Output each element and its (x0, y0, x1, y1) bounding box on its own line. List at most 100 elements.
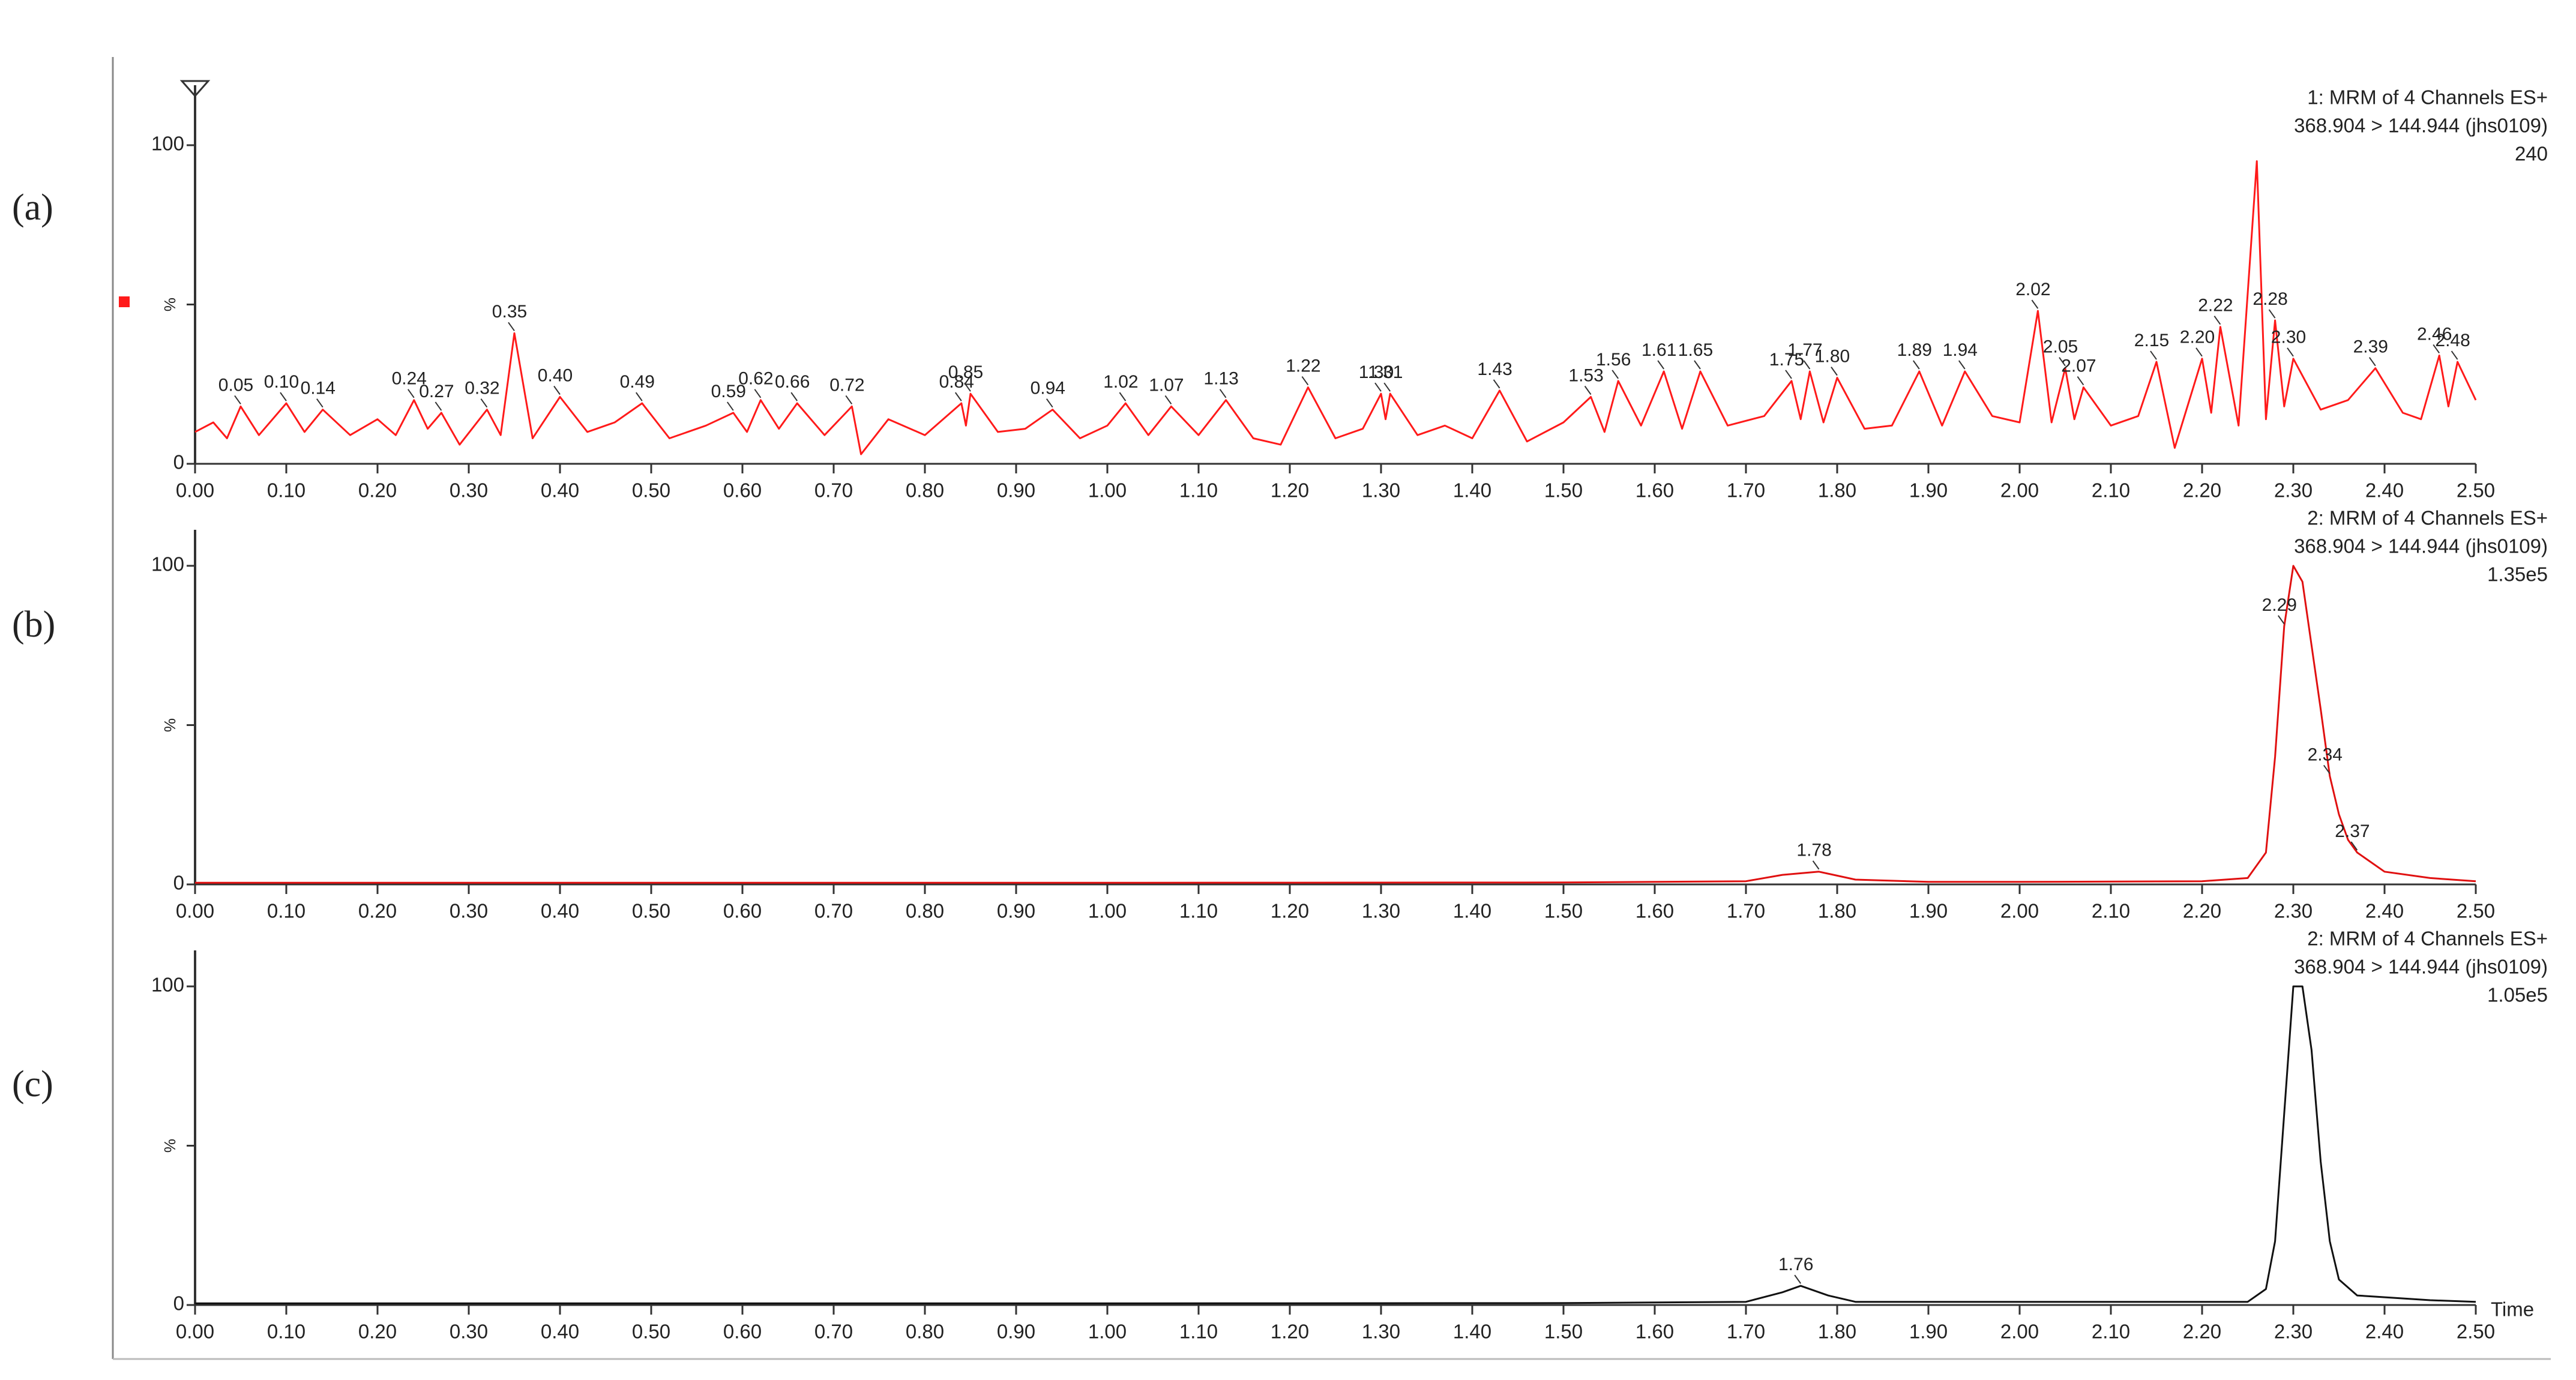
x-tick-label: 1.00 (1088, 1321, 1127, 1343)
peak-leader (726, 401, 734, 411)
peak-leader (2287, 347, 2294, 357)
peak-leader (1785, 370, 1792, 379)
x-tick-label: 1.60 (1636, 900, 1674, 922)
peak-label: 1.61 (1642, 340, 1676, 360)
peak-leader (1612, 370, 1619, 379)
peak-label: 0.49 (620, 372, 655, 392)
peak-label: 1.13 (1203, 369, 1238, 389)
peak-label: 1.89 (1897, 340, 1932, 360)
peak-label: 1.76 (1778, 1255, 1813, 1274)
peak-leader (2077, 376, 2084, 386)
x-tick-label: 0.40 (541, 479, 579, 502)
x-tick-label: 1.80 (1818, 1321, 1856, 1343)
peak-leader (553, 385, 561, 395)
x-tick-label: 1.00 (1088, 479, 1127, 502)
peak-leader (2277, 615, 2285, 625)
peak-label: 0.94 (1031, 379, 1065, 398)
x-tick-label: 0.40 (541, 1321, 579, 1343)
x-tick-label: 1.20 (1271, 479, 1309, 502)
x-tick-label: 1.30 (1362, 900, 1400, 922)
trace-header: 368.904 > 144.944 (jhs0109) (2294, 535, 2548, 557)
peak-label: 2.28 (2252, 289, 2287, 309)
peak-leader (2195, 347, 2203, 357)
x-tick-label: 0.90 (997, 479, 1035, 502)
x-tick-label: 2.10 (2092, 1321, 2130, 1343)
x-tick-label: 0.60 (723, 900, 762, 922)
peak-label: 1.02 (1103, 372, 1138, 392)
x-tick-label: 0.40 (541, 900, 579, 922)
y-axis-label: % (161, 1139, 179, 1153)
x-tick-label: 1.60 (1636, 479, 1674, 502)
peak-label: 1.80 (1815, 347, 1850, 367)
peak-leader (1958, 360, 1966, 370)
x-tick-label: 0.20 (358, 900, 397, 922)
peak-leader (1301, 376, 1309, 386)
x-tick-label: 2.50 (2457, 1321, 2495, 1343)
x-tick-label: 2.10 (2092, 479, 2130, 502)
peak-label: 1.75 (1769, 350, 1804, 370)
peak-leader (2268, 309, 2276, 319)
x-tick-label: 1.10 (1179, 900, 1218, 922)
x-tick-label: 2.50 (2457, 479, 2495, 502)
peak-leader (316, 398, 324, 408)
y-tick-label: 0 (173, 872, 184, 894)
peak-leader (480, 398, 488, 408)
x-tick-label: 1.20 (1271, 1321, 1309, 1343)
trace (195, 985, 2476, 1304)
peak-label: 0.85 (948, 362, 983, 382)
peak-leader (1803, 360, 1811, 370)
trace-header: 240 (2515, 143, 2548, 165)
x-tick-label: 1.60 (1636, 1321, 1674, 1343)
peak-leader (1831, 367, 1838, 376)
peak-leader (1219, 389, 1227, 398)
x-tick-label: 0.60 (723, 479, 762, 502)
trace-header: 1.05e5 (2487, 984, 2548, 1006)
x-tick-label: 1.70 (1727, 900, 1765, 922)
x-tick-label: 1.90 (1909, 479, 1948, 502)
peak-label: 0.66 (775, 372, 810, 392)
y-tick-label: 100 (151, 974, 184, 996)
x-tick-label: 0.50 (632, 900, 670, 922)
x-tick-label: 2.00 (2000, 1321, 2039, 1343)
peak-leader (1912, 360, 1920, 370)
x-tick-label: 1.10 (1179, 1321, 1218, 1343)
peak-label: 0.05 (218, 375, 253, 395)
x-tick-label: 0.80 (906, 1321, 944, 1343)
peak-label: 2.37 (2335, 821, 2370, 841)
x-tick-label: 0.80 (906, 479, 944, 502)
y-tick-label: 0 (173, 451, 184, 473)
peak-leader (2031, 299, 2039, 309)
x-tick-label: 2.20 (2183, 900, 2221, 922)
trace-header: 368.904 > 144.944 (jhs0109) (2294, 115, 2548, 137)
y-axis-label: % (161, 298, 179, 311)
peak-label: 1.65 (1678, 340, 1713, 360)
x-tick-label: 0.70 (814, 1321, 853, 1343)
x-tick-label: 0.70 (814, 479, 853, 502)
peak-label: 1.31 (1368, 362, 1403, 382)
x-tick-label: 2.50 (2457, 900, 2495, 922)
x-tick-label: 0.30 (450, 479, 488, 502)
marker-triangle (179, 80, 211, 98)
x-tick-label: 0.60 (723, 1321, 762, 1343)
panel-label: (a) (12, 187, 53, 228)
peak-label: 0.59 (711, 382, 746, 401)
peak-leader (435, 401, 442, 411)
trace (194, 160, 2477, 455)
peak-label: 0.27 (419, 382, 454, 401)
x-tick-label: 0.20 (358, 479, 397, 502)
peak-label: 2.02 (2015, 280, 2050, 299)
x-tick-label: 2.40 (2365, 900, 2404, 922)
x-tick-label: 0.30 (450, 1321, 488, 1343)
peak-leader (280, 392, 287, 401)
x-tick-label: 0.90 (997, 900, 1035, 922)
peak-leader (790, 392, 798, 401)
x-tick-label: 2.30 (2274, 900, 2313, 922)
trace-header: 2: MRM of 4 Channels ES+ (2307, 507, 2548, 529)
peak-leader (1584, 385, 1592, 395)
peak-leader (845, 395, 853, 405)
peak-label: 0.24 (392, 369, 427, 389)
peak-leader (1374, 382, 1382, 392)
peak-leader (1694, 360, 1701, 370)
peak-leader (508, 322, 515, 331)
trace-header: 1.35e5 (2487, 563, 2548, 586)
